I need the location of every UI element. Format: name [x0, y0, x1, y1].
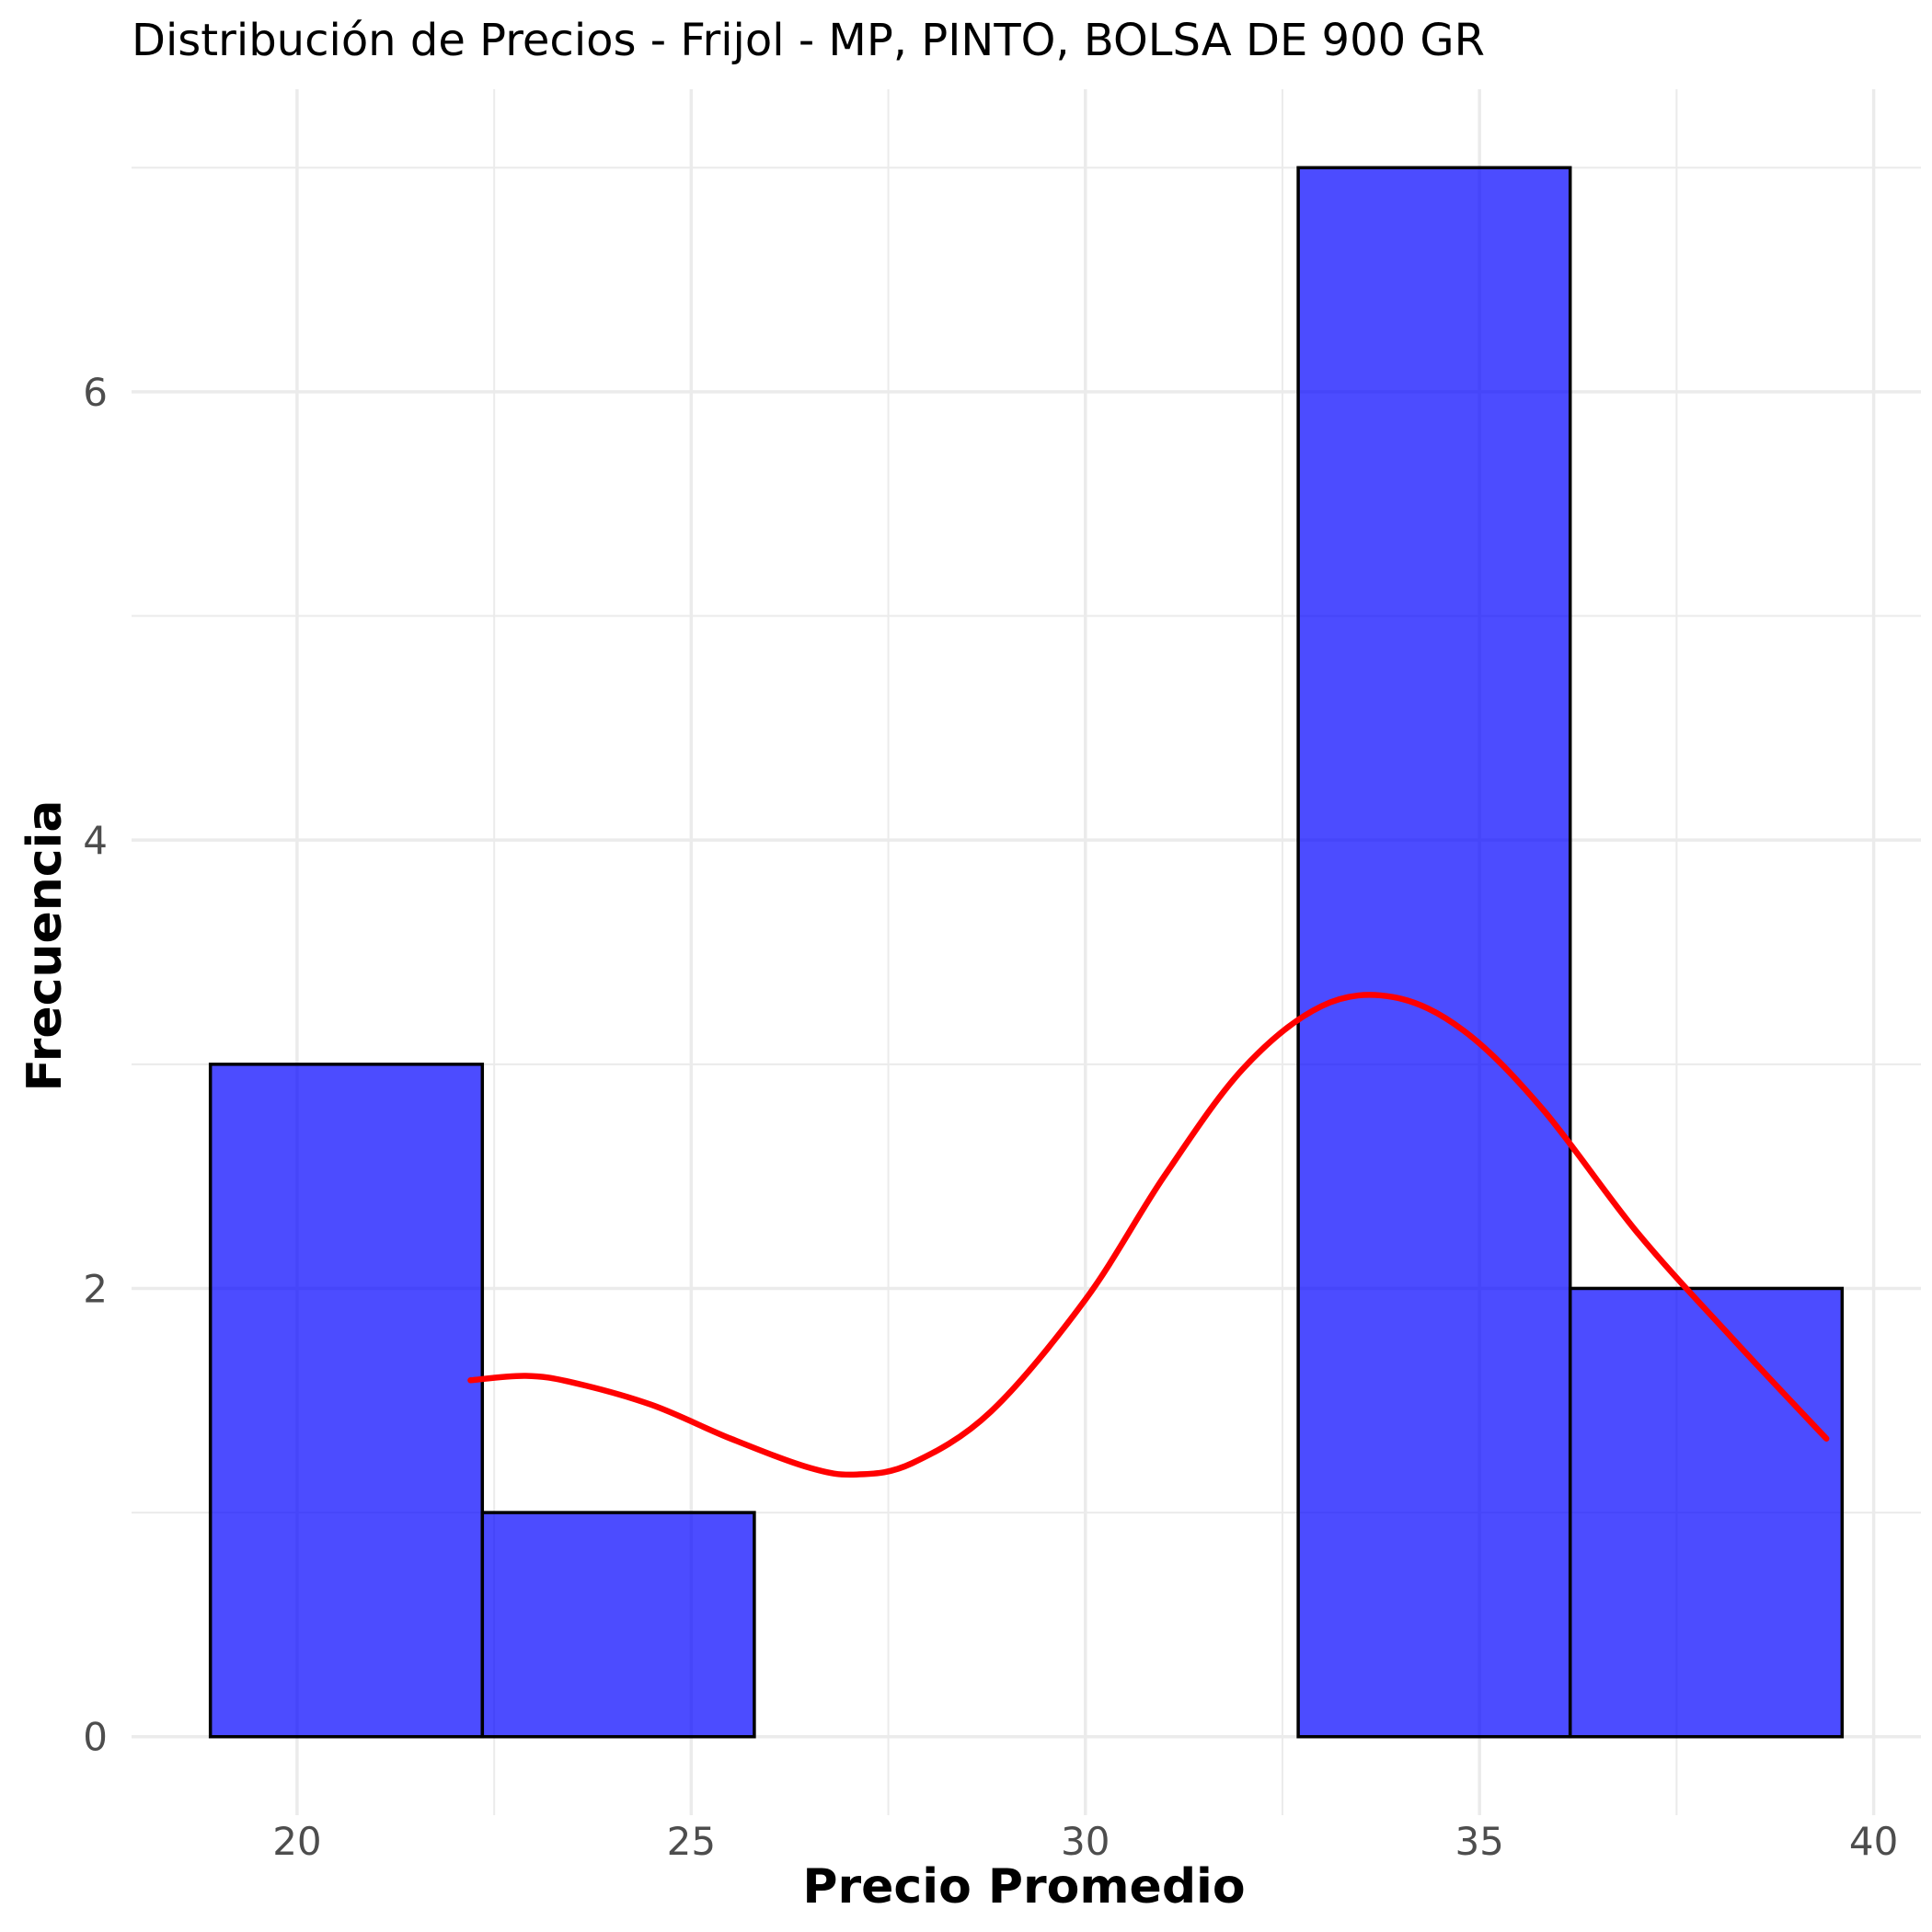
y-tick-label: 6 [83, 370, 108, 415]
histogram-bar [480, 1511, 756, 1739]
y-tick-label: 0 [83, 1715, 108, 1760]
chart-title: Distribución de Precios - Frijol - MP, P… [132, 15, 1485, 66]
histogram-bars [208, 166, 1845, 1739]
y-tick-label: 2 [83, 1266, 108, 1311]
y-axis-title: Frecuencia [17, 800, 73, 1092]
y-tick-label: 4 [83, 818, 108, 863]
x-axis-ticks: 20 25 30 35 40 [272, 1819, 1898, 1864]
x-tick-label: 30 [1061, 1819, 1110, 1864]
histogram-bar [1568, 1286, 1845, 1739]
x-axis-title: Precio Promedio [802, 1859, 1245, 1915]
histogram-bar [1296, 166, 1572, 1739]
density-curve-layer [467, 992, 1830, 1478]
y-axis-ticks: 0 2 4 6 [83, 370, 108, 1760]
x-tick-label: 35 [1455, 1819, 1503, 1864]
density-curve [467, 992, 1830, 1478]
x-tick-label: 40 [1849, 1819, 1898, 1864]
histogram-bar [208, 1063, 485, 1739]
x-tick-label: 25 [667, 1819, 716, 1864]
x-tick-label: 20 [272, 1819, 321, 1864]
